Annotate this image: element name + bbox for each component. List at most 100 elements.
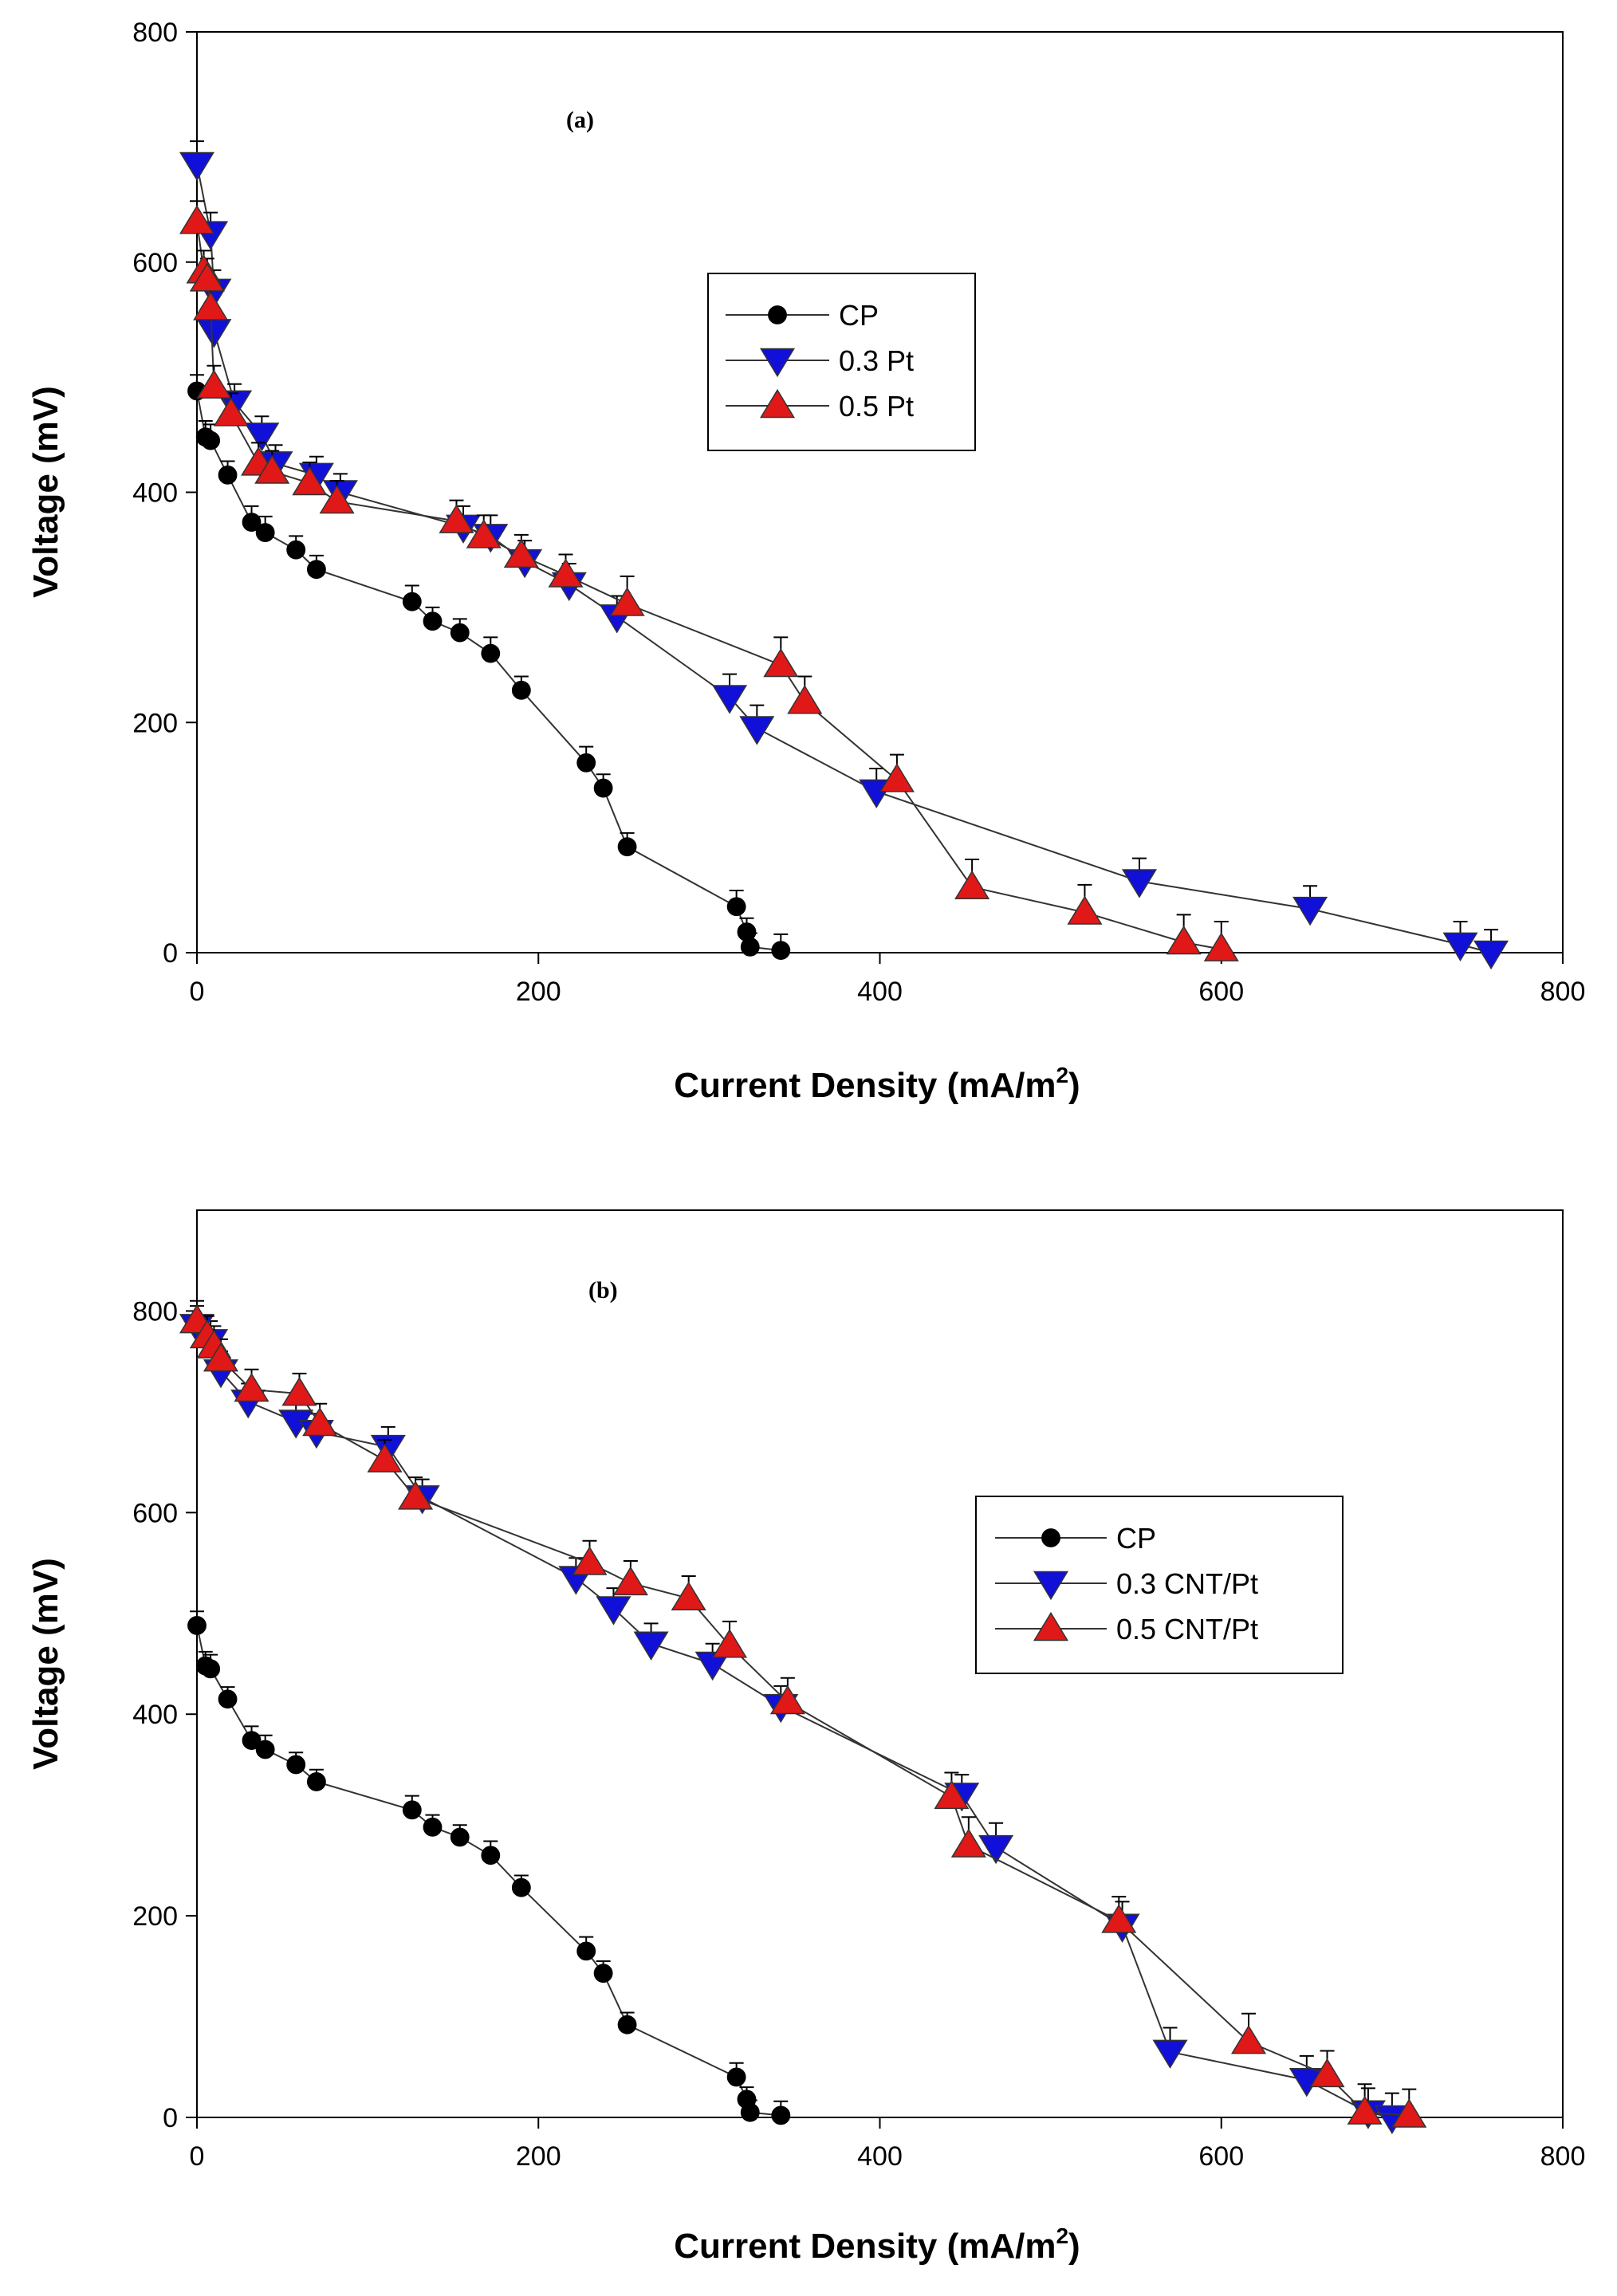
data-point-0-5-pt (763, 647, 799, 678)
y-tick-label-a: 200 (132, 708, 178, 738)
legend-box-b (975, 1496, 1344, 1674)
data-point-cp (423, 1817, 443, 1837)
data-point-0-5-pt (466, 519, 502, 548)
legend-label-0-3-pt: 0.3 Pt (839, 344, 914, 377)
data-point-0-3-pt (1473, 940, 1509, 970)
chart-panel-b: 0 200 400 600 800 0 200 400 600 800 (b) Voltage (… (26, 1209, 1585, 2266)
legend-label-0-3-cnt-pt: 0.3 CNT/Pt (1116, 1567, 1258, 1600)
series-a (179, 140, 1509, 970)
data-point-cp (242, 513, 262, 532)
data-point-0-5-cnt-pt (1230, 2025, 1267, 2054)
data-point-0-3-pt (244, 423, 280, 452)
series-line-cp (196, 1625, 781, 2117)
legend-label-cp: CP (839, 299, 879, 332)
data-point-0-5-pt (879, 763, 915, 792)
data-point-cp (511, 1877, 531, 1897)
y-tick-label-b: 800 (132, 1296, 178, 1327)
x-axis-title-b-main: Current Density (mA/m (674, 2227, 1056, 2266)
x-tick-label-a: 0 (190, 977, 205, 1007)
x-axis-title-a: Current Density (mA/m2) (674, 1063, 1080, 1105)
data-point-cp (255, 523, 275, 542)
data-point-0-5-cnt-pt (281, 1377, 317, 1406)
legend-b: CP 0.3 CNT/Pt 0.5 CNT/Pt (975, 1496, 1344, 1674)
data-point-0-5-cnt-pt (769, 1685, 805, 1715)
data-point-cp (201, 431, 221, 450)
data-point-0-5-cnt-pt (934, 1779, 970, 1810)
x-tick-label-a: 200 (516, 977, 561, 1007)
data-point-0-3-cnt-pt (1152, 2039, 1188, 2069)
data-point-0-3-pt (196, 319, 232, 348)
data-point-cp (306, 1772, 326, 1791)
data-point-0-5-cnt-pt (398, 1480, 434, 1510)
data-point-0-5-cnt-pt (302, 1406, 338, 1437)
x-axis-title-b: Current Density (mA/m2) (674, 2223, 1080, 2266)
plot-frame-a (196, 31, 1564, 953)
legend-marker-0-3-pt (759, 348, 796, 378)
data-point-0-3-pt (179, 151, 215, 182)
data-point-cp (187, 1616, 207, 1635)
data-point-0-3-pt (712, 685, 748, 714)
data-point-0-5-pt (1203, 932, 1239, 961)
x-tick-label-a: 600 (1198, 977, 1244, 1007)
data-point-cp (450, 623, 470, 643)
data-point-0-5-cnt-pt (1391, 2098, 1427, 2128)
x-tick-label-a: 800 (1540, 977, 1586, 1007)
x-axis-title-b-end: ) (1068, 2227, 1080, 2266)
data-point-0-5-pt (179, 205, 215, 234)
data-point-0-5-cnt-pt (234, 1372, 270, 1402)
data-point-cp (423, 611, 443, 631)
ticks-a: 0 200 400 600 800 0 200 400 600 800 (132, 18, 1585, 1007)
series-0-5-cnt-pt-b (179, 1299, 1427, 2128)
data-point-cp (593, 1964, 613, 1983)
x-tick-label-b: 600 (1198, 2141, 1244, 2172)
data-point-cp (740, 2102, 760, 2122)
legend-label-0-5-pt: 0.5 Pt (839, 390, 914, 423)
panel-label-b: (b) (588, 1277, 618, 1303)
data-point-0-3-pt (1292, 896, 1328, 926)
data-point-0-5-pt (609, 587, 645, 616)
data-point-0-5-pt (503, 538, 539, 568)
data-point-cp (402, 592, 422, 611)
legend-label-0-5-cnt-pt: 0.5 CNT/Pt (1116, 1613, 1258, 1645)
y-axis-title-a: Voltage (mV) (26, 386, 65, 598)
data-point-0-5-pt (193, 291, 229, 320)
data-point-cp (576, 753, 596, 773)
legend-marker-0-3-cnt-pt (1033, 1571, 1069, 1601)
data-point-0-5-pt (254, 454, 290, 484)
y-tick-label-a: 400 (132, 478, 178, 509)
data-point-0-3-cnt-pt (596, 1596, 631, 1626)
y-tick-label-b: 600 (132, 1498, 178, 1528)
y-tick-label-a: 800 (132, 18, 178, 48)
data-point-cp (306, 560, 326, 580)
legend-label-cp: CP (1116, 1522, 1156, 1555)
data-point-0-5-cnt-pt (203, 1343, 239, 1372)
data-point-cp (617, 2015, 637, 2035)
data-point-cp (511, 680, 531, 700)
data-point-0-5-cnt-pt (950, 1828, 986, 1858)
x-tick-label-b: 200 (516, 2141, 561, 2172)
data-point-0-3-pt (1442, 932, 1478, 962)
data-point-cp (593, 778, 613, 798)
series-0-3-pt-a (179, 140, 1509, 970)
chart-panel-a: 0 200 400 600 800 0 200 400 600 800 (a) Voltage (… (26, 18, 1585, 1105)
x-tick-label-b: 400 (857, 2141, 903, 2172)
y-tick-label-a: 600 (132, 248, 178, 278)
y-axis-title-b: Voltage (mV) (26, 1558, 65, 1770)
data-point-cp (201, 1659, 221, 1679)
data-point-cp (402, 1800, 422, 1820)
data-point-cp (481, 643, 501, 663)
data-point-0-5-cnt-pt (1309, 2058, 1345, 2088)
series-cp-b (187, 1610, 791, 2125)
data-point-cp (218, 1689, 238, 1709)
series-0-5-pt-a (179, 200, 1239, 961)
data-point-0-5-pt (213, 397, 249, 427)
legend-marker-0-5-cnt-pt (1033, 1611, 1069, 1641)
y-tick-label-b: 200 (132, 1901, 178, 1932)
plot-frame-b (196, 1209, 1564, 2118)
data-point-0-5-pt (548, 558, 584, 588)
data-point-0-3-cnt-pt (633, 1631, 669, 1661)
data-point-0-5-pt (196, 369, 232, 399)
data-point-cp (726, 897, 746, 917)
data-point-cp (242, 1731, 262, 1751)
y-tick-label-a: 0 (163, 938, 178, 969)
